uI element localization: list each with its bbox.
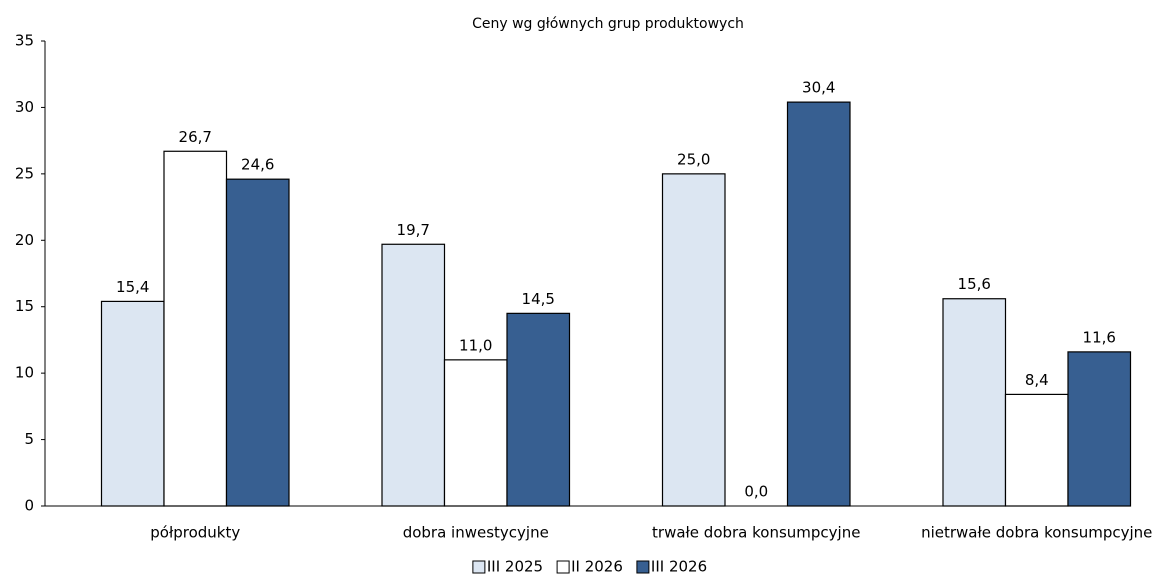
legend-label: III 2025	[487, 558, 543, 576]
bar	[661, 173, 726, 507]
legend: III 2025 II 2026 III 2026	[472, 558, 707, 576]
bar	[381, 243, 446, 507]
value-label: 0,0	[744, 483, 768, 501]
value-label: 11,0	[459, 336, 492, 354]
legend-swatch	[556, 560, 570, 574]
legend-swatch	[472, 560, 486, 574]
y-tick-label: 35	[15, 32, 34, 50]
y-tick-label: 5	[24, 430, 34, 448]
y-tick-label: 25	[15, 164, 34, 182]
value-label: 24,6	[241, 156, 274, 174]
value-label: 11,6	[1083, 328, 1116, 346]
bar	[100, 300, 165, 507]
bar	[443, 359, 508, 507]
y-tick-label: 20	[15, 231, 34, 249]
y-tick-label: 10	[15, 364, 34, 382]
bar	[506, 312, 571, 507]
bar	[786, 101, 851, 507]
x-tick-label: nietrwałe dobra konsumpcyjne	[921, 524, 1152, 542]
y-tick-label: 0	[24, 497, 34, 515]
value-label: 30,4	[802, 79, 835, 97]
y-tick-label: 30	[15, 98, 34, 116]
bar	[1004, 393, 1069, 507]
value-label: 15,6	[958, 275, 991, 293]
x-tick-label: półprodukty	[150, 524, 240, 542]
bar	[942, 298, 1007, 507]
legend-label: II 2026	[571, 558, 623, 576]
value-label: 26,7	[179, 128, 212, 146]
bar	[1067, 351, 1132, 507]
x-tick-label: trwałe dobra konsumpcyjne	[652, 524, 860, 542]
bar	[163, 150, 228, 507]
value-label: 15,4	[116, 278, 149, 296]
chart-title: Ceny wg głównych grup produktowych	[472, 16, 744, 32]
value-label: 8,4	[1025, 371, 1049, 389]
y-tick-label: 15	[15, 297, 34, 315]
bar	[225, 178, 290, 507]
legend-swatch	[636, 560, 650, 574]
value-label: 25,0	[677, 150, 710, 168]
x-tick-label: dobra inwestycyjne	[403, 524, 549, 542]
value-label: 19,7	[397, 221, 430, 239]
legend-label: III 2026	[651, 558, 707, 576]
value-label: 14,5	[522, 290, 555, 308]
